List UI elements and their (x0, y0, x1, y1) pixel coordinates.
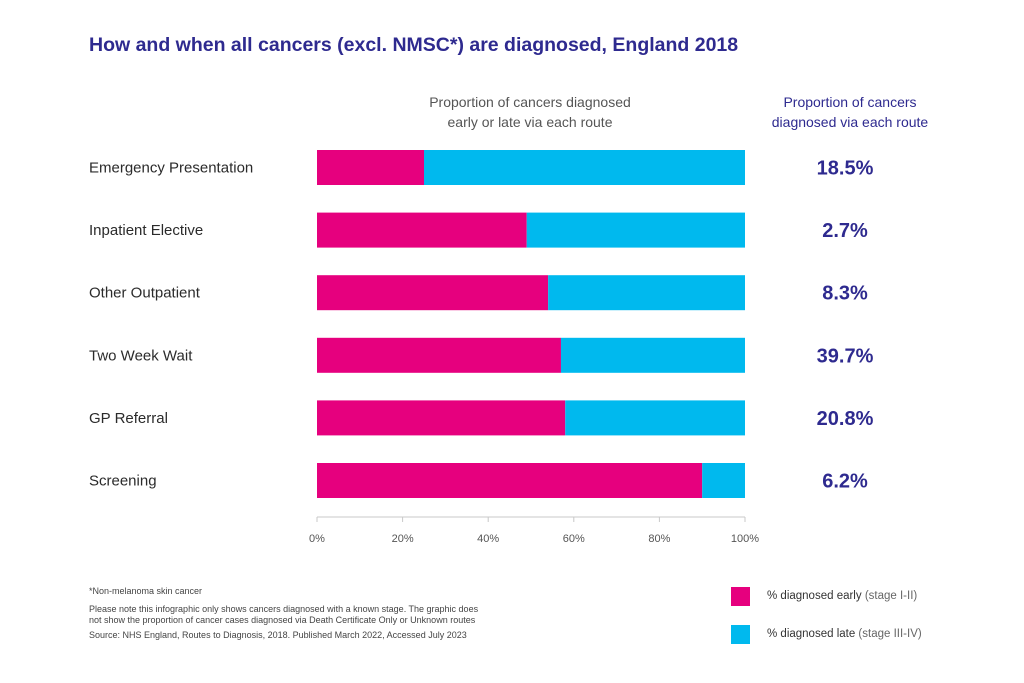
footnote-nmsc: *Non-melanoma skin cancer (89, 586, 203, 596)
x-tick-label-1: 20% (392, 533, 414, 545)
bar-late-other-outpatient (548, 275, 745, 311)
bar-late-inpatient-elective (526, 212, 745, 248)
stacked-bar-chart: Emergency Presentation 18.5% Inpatient Ele… (89, 150, 874, 545)
legend-swatch-late (731, 624, 750, 644)
category-label-inpatient-elective: Inpatient Elective (89, 222, 203, 239)
bar-early-other-outpatient (317, 275, 549, 311)
category-label-emergency-presentation: Emergency Presentation (89, 160, 253, 177)
bar-column-header-line1: Proportion of cancers diagnosed (429, 94, 631, 110)
x-tick-label-2: 40% (477, 533, 499, 545)
bar-late-gp-referral (565, 400, 745, 436)
bar-column-header-line2: early or late via each route (447, 114, 613, 130)
route-share-two-week-wait: 39.7% (817, 345, 874, 367)
bar-column-header: Proportion of cancers diagnosed early or… (390, 92, 670, 132)
legend-label-late-stage: (stage III-IV) (855, 628, 922, 640)
category-label-screening: Screening (89, 473, 157, 490)
route-share-inpatient-elective: 2.7% (822, 220, 868, 242)
legend-label-early-stage: (stage I-II) (861, 590, 918, 602)
route-share-header: Proportion of cancers diagnosed via each… (740, 92, 960, 132)
route-share-header-line2: diagnosed via each route (771, 114, 929, 130)
route-share-emergency-presentation: 18.5% (817, 158, 874, 180)
x-tick-label-0: 0% (309, 533, 325, 545)
legend-label-late: % diagnosed late (stage III-IV) (767, 628, 922, 640)
footnote-note-line1: Please note this infographic only shows … (89, 604, 479, 614)
footnote-source: Source: NHS England, Routes to Diagnosis… (89, 630, 467, 640)
bar-early-gp-referral (317, 400, 566, 436)
route-share-other-outpatient: 8.3% (822, 283, 868, 305)
bar-early-emergency-presentation (317, 150, 424, 185)
x-tick-label-4: 80% (648, 533, 670, 545)
legend-label-late-main: % diagnosed late (767, 628, 856, 640)
bar-late-emergency-presentation (424, 150, 745, 185)
chart-title: How and when all cancers (excl. NMSC*) a… (89, 34, 739, 56)
x-tick-label-3: 60% (563, 533, 585, 545)
route-share-header-line1: Proportion of cancers (783, 94, 917, 110)
legend-label-early-main: % diagnosed early (767, 590, 862, 602)
bar-early-inpatient-elective (317, 212, 527, 248)
route-share-screening: 6.2% (822, 471, 868, 493)
legend-item-early: % diagnosed early (stage I-II) (731, 586, 917, 606)
bar-early-two-week-wait (317, 337, 561, 373)
legend-swatch-early (731, 586, 750, 606)
footnote-note-line2: not show the proportion of cancer cases … (89, 615, 476, 625)
legend-label-early: % diagnosed early (stage I-II) (767, 590, 917, 602)
category-label-two-week-wait: Two Week Wait (89, 347, 193, 364)
route-share-gp-referral: 20.8% (817, 408, 874, 430)
category-label-gp-referral: GP Referral (89, 410, 168, 427)
x-tick-label-5: 100% (731, 533, 759, 545)
bar-late-two-week-wait (560, 337, 745, 373)
category-label-other-outpatient: Other Outpatient (89, 285, 201, 302)
bar-late-screening (702, 463, 745, 498)
bar-early-screening (317, 463, 703, 498)
legend-item-late: % diagnosed late (stage III-IV) (731, 624, 922, 644)
